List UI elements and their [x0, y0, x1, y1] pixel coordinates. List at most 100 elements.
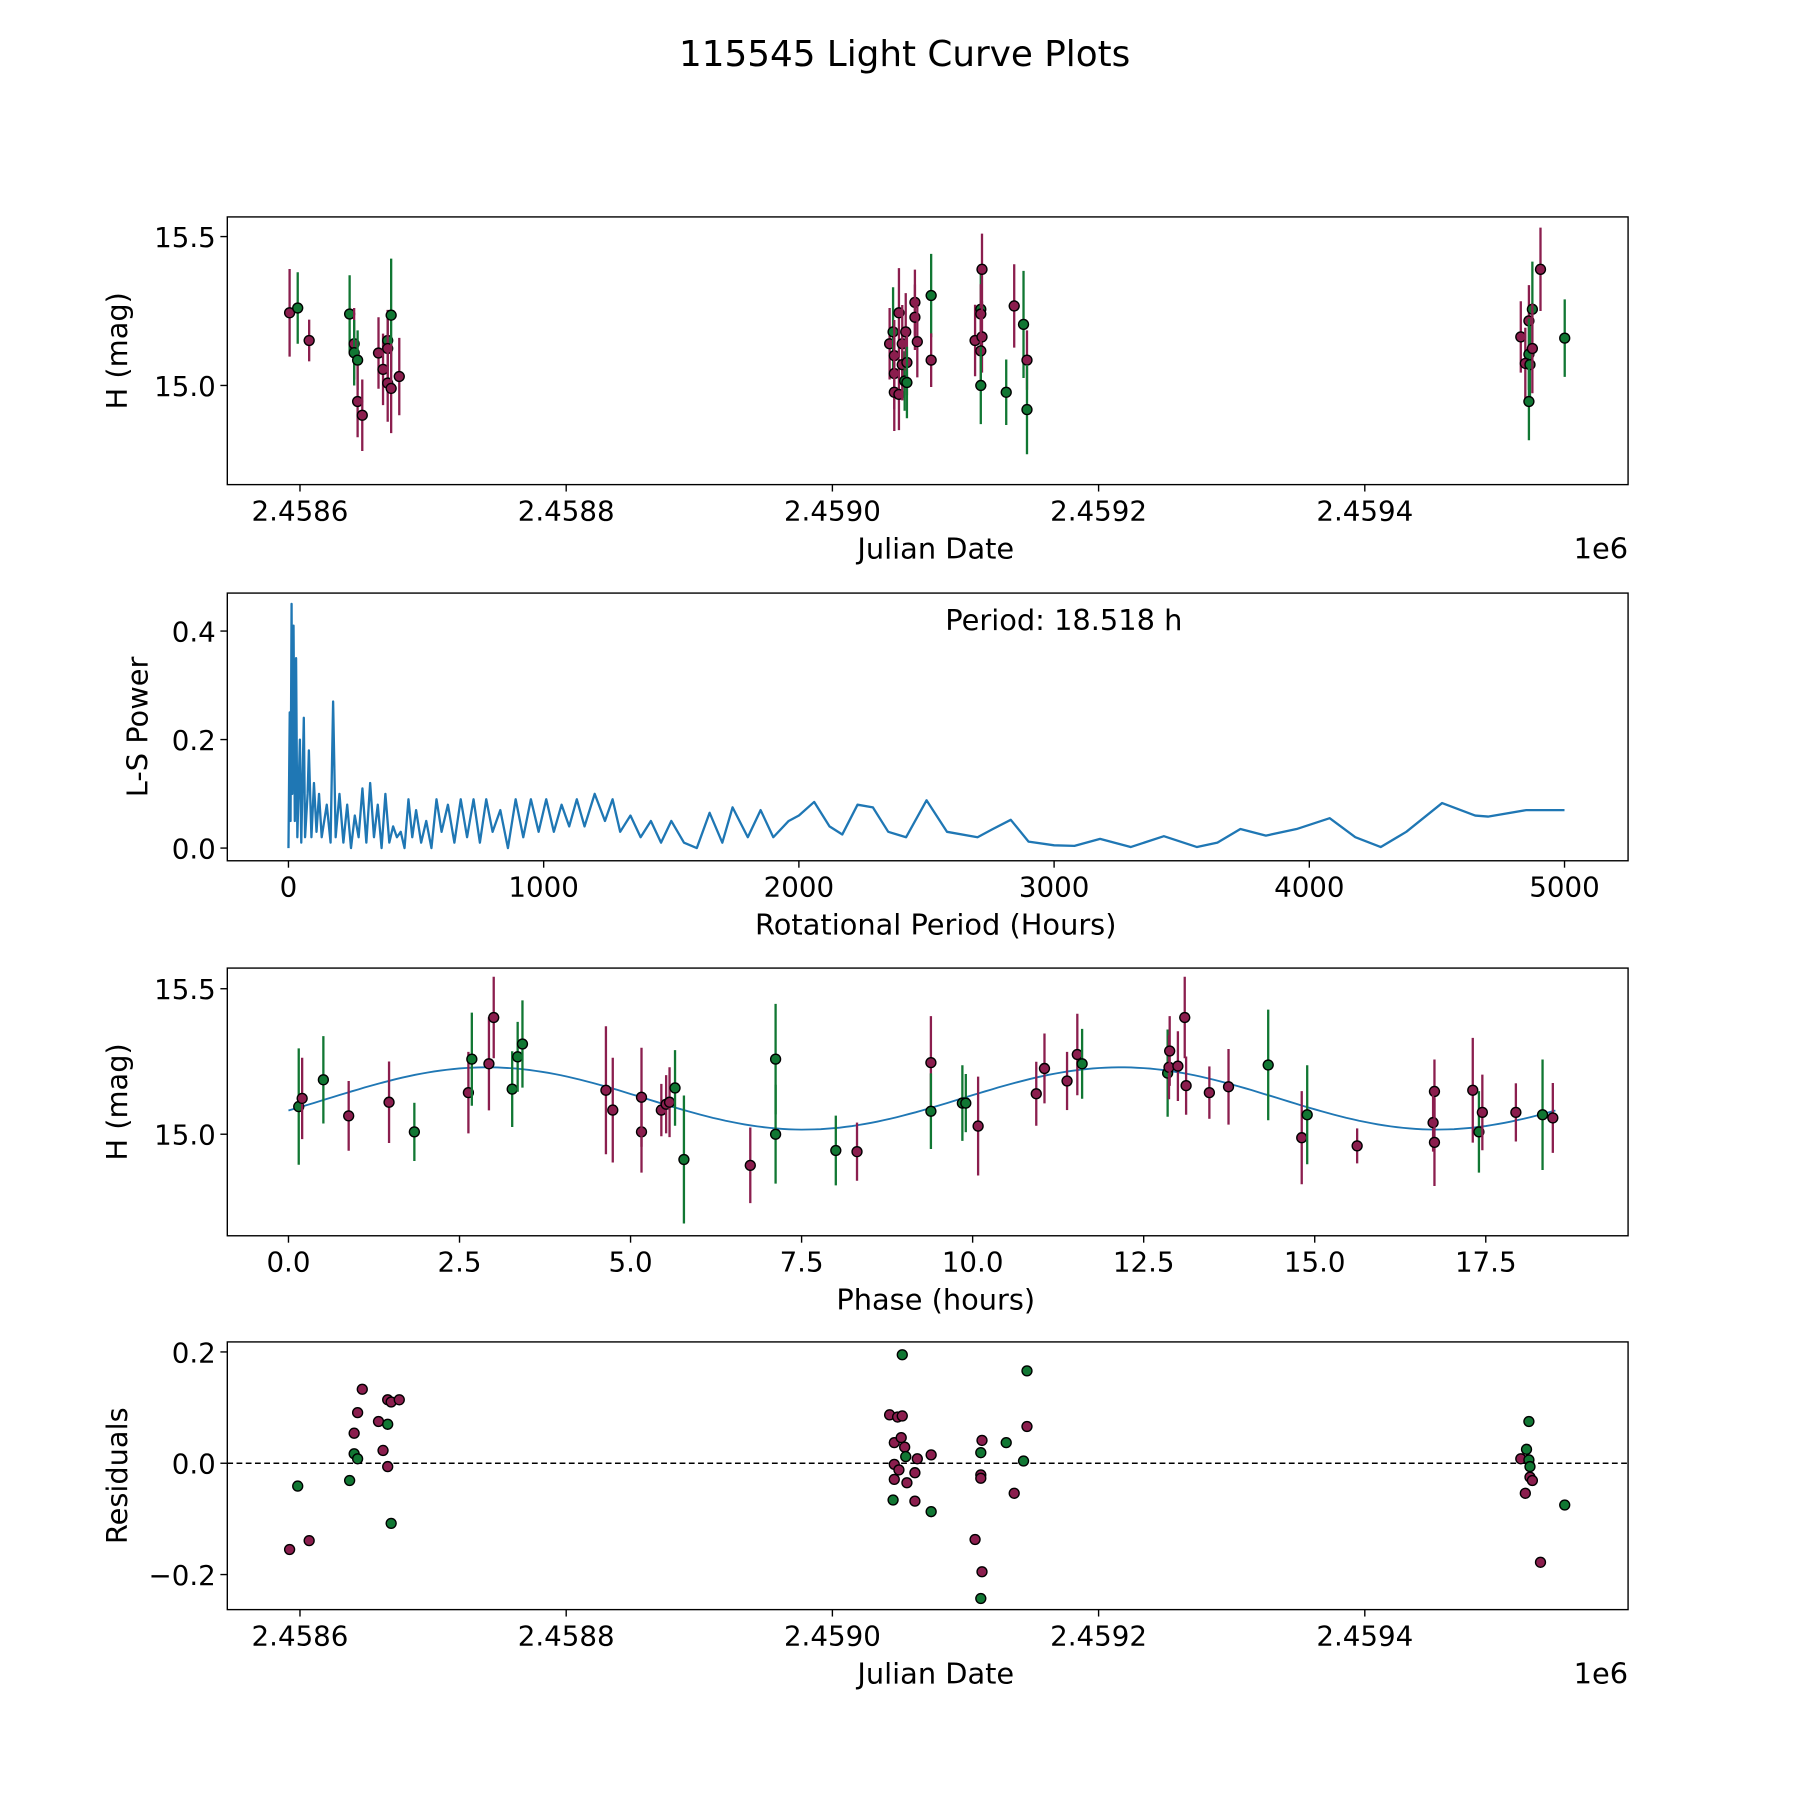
- data-point: [1030, 1061, 1042, 1126]
- x-tick-label: 2.4586: [252, 1619, 349, 1652]
- data-marker: [925, 1056, 937, 1069]
- data-point: [896, 1349, 908, 1361]
- data-point: [1559, 299, 1571, 377]
- data-marker: [1061, 1075, 1073, 1087]
- data-marker: [317, 1074, 330, 1086]
- x-tick-label: 5.0: [609, 1246, 653, 1279]
- data-point: [1161, 1029, 1174, 1117]
- data-marker: [1510, 1106, 1522, 1119]
- data-marker: [1076, 1058, 1088, 1070]
- data-point: [1076, 1028, 1088, 1099]
- data-point: [1172, 1031, 1184, 1102]
- data-marker: [1526, 1474, 1539, 1487]
- data-point: [1523, 1415, 1535, 1428]
- data-marker: [1008, 1487, 1020, 1499]
- data-marker: [887, 1494, 899, 1506]
- data-point: [1519, 1487, 1531, 1499]
- data-marker: [356, 1383, 368, 1395]
- x-tick-label: 2.4590: [784, 1619, 881, 1652]
- periodogram-line: [287, 602, 1565, 850]
- axes-frame: [226, 216, 1629, 486]
- data-marker: [669, 1082, 681, 1094]
- data-marker: [976, 1566, 988, 1578]
- data-point: [911, 305, 923, 378]
- data-point: [283, 269, 296, 357]
- data-marker: [678, 1153, 690, 1166]
- data-marker: [1071, 1048, 1083, 1061]
- data-point: [385, 1517, 397, 1530]
- x-tick-label: 2.4590: [784, 494, 881, 527]
- data-marker: [663, 1096, 676, 1108]
- data-point: [976, 1434, 988, 1447]
- y-tick-label: 0.4: [172, 615, 216, 648]
- data-point: [976, 1566, 988, 1578]
- data-point: [1021, 1365, 1033, 1377]
- plot-area: [227, 1349, 1629, 1605]
- data-marker: [377, 363, 389, 376]
- data-marker: [1179, 1011, 1191, 1024]
- data-point: [292, 272, 304, 344]
- y-tick-label: 0.0: [172, 832, 216, 865]
- data-point: [1301, 1065, 1313, 1165]
- x-tick-label: 3000: [1019, 871, 1089, 904]
- data-point: [607, 1057, 619, 1163]
- data-marker: [1000, 386, 1012, 398]
- data-marker: [1524, 1460, 1536, 1473]
- data-point: [925, 1506, 937, 1518]
- data-marker: [283, 1543, 296, 1556]
- y-tick-label: 0.0: [172, 1448, 216, 1481]
- residuals-panel: 2.4586 2.4588 2.4590 2.4592 2.4594 −0.2 0.0 0.2…: [100, 1336, 1629, 1690]
- y-tick-label: 0.2: [172, 1336, 216, 1369]
- data-marker: [975, 1472, 987, 1484]
- data-marker: [1547, 1112, 1559, 1124]
- data-marker: [1428, 1136, 1441, 1149]
- data-point: [1179, 976, 1191, 1059]
- data-marker: [1476, 1106, 1489, 1119]
- data-point: [1061, 1051, 1073, 1111]
- data-marker: [925, 289, 937, 302]
- data-point: [895, 1431, 907, 1444]
- data-marker: [893, 1464, 905, 1476]
- data-marker: [1523, 395, 1535, 408]
- data-point: [351, 1406, 364, 1419]
- y-axis-label: H (mag): [100, 1043, 134, 1160]
- data-marker: [976, 1434, 988, 1447]
- data-marker: [488, 1011, 500, 1024]
- x-offset-label: 1e6: [1574, 1656, 1628, 1690]
- data-point: [669, 1050, 681, 1126]
- data-marker: [377, 1444, 389, 1457]
- data-marker: [1262, 1059, 1274, 1071]
- data-marker: [851, 1146, 863, 1158]
- y-axis-label: L-S Power: [121, 656, 155, 797]
- data-marker: [1519, 1487, 1531, 1499]
- data-marker: [769, 1053, 782, 1065]
- data-point: [512, 1021, 524, 1092]
- data-marker: [385, 309, 397, 321]
- data-point: [769, 1084, 782, 1184]
- data-point: [1523, 362, 1535, 441]
- data-point: [925, 253, 937, 338]
- data-marker: [888, 1473, 900, 1486]
- data-point: [393, 337, 405, 416]
- axes-frame: [226, 592, 1629, 862]
- x-tick-label: 1000: [508, 871, 578, 904]
- data-point: [678, 1095, 690, 1224]
- data-marker: [1296, 1132, 1308, 1144]
- data-point: [1524, 1460, 1536, 1473]
- x-tick-label: 0.0: [266, 1246, 310, 1279]
- data-point: [1547, 1083, 1559, 1153]
- data-marker: [887, 326, 899, 338]
- data-point: [1000, 1437, 1012, 1449]
- data-marker: [769, 1128, 782, 1140]
- data-marker: [356, 409, 368, 421]
- data-marker: [1559, 332, 1571, 344]
- y-tick-label: 0.2: [172, 724, 216, 757]
- data-point: [343, 1080, 355, 1151]
- data-point: [303, 319, 315, 362]
- y-tick-label: 15.5: [154, 221, 216, 254]
- data-point: [1180, 1056, 1192, 1115]
- data-marker: [744, 1159, 756, 1172]
- x-tick-label: 2.4592: [1050, 1619, 1147, 1652]
- data-point: [1467, 1037, 1479, 1143]
